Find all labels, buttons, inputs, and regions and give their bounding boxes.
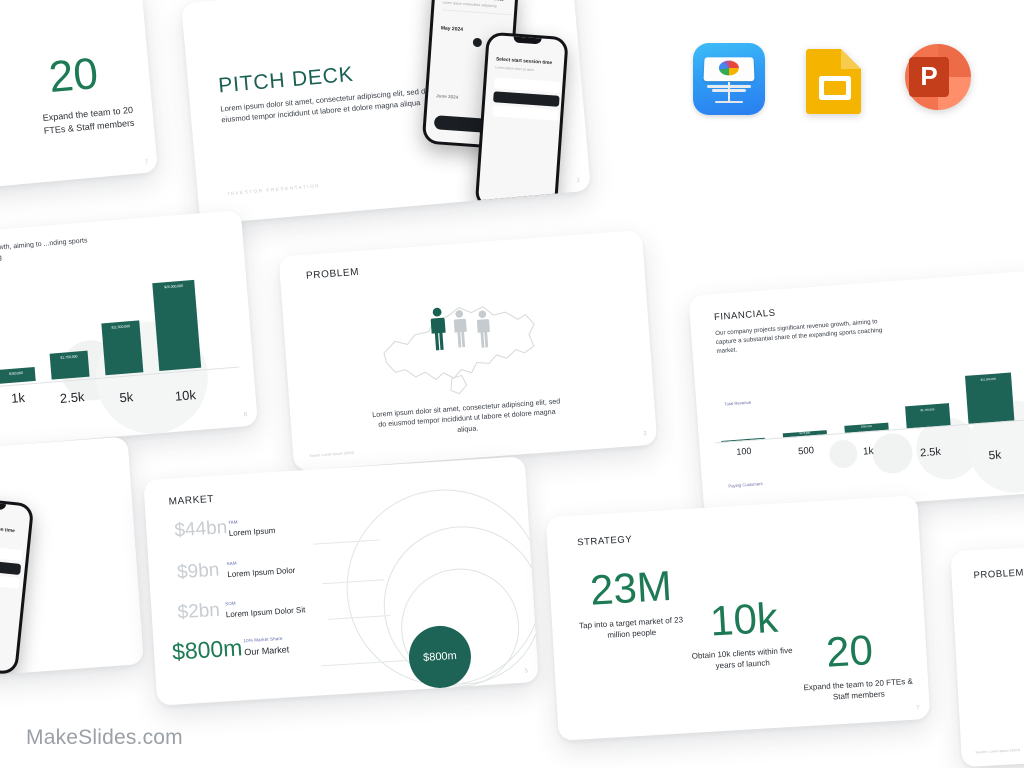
slide-title: FINANCIALS (713, 307, 776, 324)
market-tag-tam: TAM (227, 519, 238, 525)
bar-value-label: $11,500,000 (980, 376, 997, 382)
market-tag-our-market: 10% Market Share (243, 635, 283, 644)
page-number: 3 (643, 431, 647, 438)
slide-market[interactable]: MARKET $800m $44bn TAM Lorem Ipsum $9bn … (143, 456, 539, 706)
person-icon (452, 309, 469, 348)
person-icon-highlight (429, 307, 448, 352)
market-amount-our-market: $800m (171, 634, 244, 665)
bar: $1,750,000 (49, 350, 90, 380)
slide-source: Source: Lorem Ipsum (2024) (309, 450, 355, 458)
stat-caption-23m: Tap into a target market of 23 million p… (578, 615, 684, 640)
slide-title: STRATEGY (576, 534, 633, 549)
phone-time-sub: Lorem ipsum dolor sit amet (495, 65, 534, 72)
decoration-halo (871, 432, 914, 475)
apple-keynote-icon[interactable] (693, 43, 765, 115)
phone-time-title: Select start session time (495, 57, 553, 67)
bar-category-label: 5k (988, 447, 1002, 463)
stat-caption-20: Expand the team to 20 FTEs & Staff membe… (803, 676, 914, 702)
market-name-tam: Lorem Ipsum (228, 526, 276, 538)
bar: $25,000,000 (152, 279, 202, 371)
bar-chart-partial: $350,000 $1,750,000 $11,500,000 $25,000,… (0, 267, 233, 384)
slide-problem-right-partial[interactable]: PROBLEM Source: Lorem Ipsum (2024) (950, 534, 1024, 768)
phone-date-month-next: June 2024 (435, 93, 459, 100)
phone-time-option-selected[interactable] (493, 91, 560, 107)
google-slides-icon[interactable] (803, 46, 867, 114)
axis-label-x: Paying Customers (728, 481, 762, 489)
slide-strategy-partial[interactable]: k s within nch 20 Expand the team to 20 … (0, 0, 159, 196)
bar: $11,500,000 (101, 320, 144, 376)
svg-text:P: P (920, 61, 937, 91)
slide-problem[interactable]: PROBLEM (278, 229, 658, 472)
phone-time-title: Select start session time (0, 524, 15, 535)
stat-value-20: 20 (824, 626, 875, 676)
bar-category-label: 2.5k (919, 445, 942, 460)
page-number: 7 (916, 705, 920, 712)
phone-time-option[interactable] (0, 543, 23, 562)
bar-category-label: 100 (736, 445, 752, 457)
stat-value-10k: 10k (708, 593, 780, 645)
page-number: 8 (243, 412, 248, 419)
bar-category-label: 2.5k (59, 389, 86, 406)
slide-financials[interactable]: FINANCIALS Our company projects signific… (688, 266, 1024, 518)
slide-title: PROBLEM (973, 567, 1024, 582)
slide-body: Lorem ipsum dolor sit amet, consectetur … (371, 396, 561, 434)
bar-value-label: $350,000 (860, 424, 872, 429)
bar-value-label: $11,500,000 (111, 324, 131, 330)
stat-caption-20: Expand the team to 20 FTEs & Staff membe… (42, 104, 135, 136)
slide-title: MARKET (168, 493, 215, 508)
bar: $11,500,000 (965, 372, 1015, 424)
phone-time-option[interactable] (492, 105, 559, 121)
phone-mockup-time: Select start session time Lorem ipsum do… (474, 31, 569, 213)
bar-category-label: 500 (797, 445, 815, 458)
bar-value-label: $350,000 (8, 370, 24, 377)
bar-category-label: 10k (174, 387, 197, 404)
stat-caption-10k: Obtain 10k clients within five years of … (691, 645, 793, 671)
slide-footer: INVESTOR PRESENTATION (227, 183, 321, 197)
slide-body-partial: ...ue growth, aiming to ...nding sports … (0, 237, 88, 264)
slide-strategy[interactable]: STRATEGY 23M Tap into a target market of… (545, 495, 931, 741)
bar-category-label: 5k (118, 389, 134, 406)
page-number-partial: 7 (144, 159, 149, 166)
axis-label-x-text: Paying Customers (728, 481, 763, 489)
slide-title-pitch-deck[interactable]: PITCH DECK Lorem ipsum dolor sit amet, c… (181, 0, 591, 225)
market-tag-som: SOM (225, 600, 236, 607)
market-name-sam: Lorem Ipsum Dolor (227, 565, 296, 580)
market-amount-sam: $9bn (176, 559, 221, 584)
market-name-som: Lorem Ipsum Dolor Sit (225, 605, 306, 620)
market-tag-sam: SAM (226, 560, 237, 567)
stat-value-23m: 23M (588, 561, 674, 614)
bar: $350,000 (0, 366, 36, 384)
phone-mockup-time: Select start session time Lorem ipsum do… (0, 495, 35, 676)
market-name-our-market: Our Market (243, 644, 290, 658)
bar-value-label: $1,750,000 (920, 407, 935, 413)
page-number: 1 (576, 177, 581, 184)
bar-value-label: $1,750,000 (60, 354, 78, 360)
phone-time-option[interactable] (494, 77, 561, 93)
slide-phone-mockups[interactable]: Select start session date Lorem ipsum co… (0, 436, 144, 684)
slide-financials-partial[interactable]: ...ue growth, aiming to ...nding sports … (0, 209, 259, 459)
bar-value-label: $25,000,000 (164, 283, 184, 290)
phone-date-month: May 2024 (440, 25, 464, 33)
decoration-halo (828, 439, 859, 470)
stat-value-20: 20 (46, 48, 101, 103)
bar-value-label: $175,000 (799, 430, 811, 435)
watermark: MakeSlides.com (26, 726, 183, 749)
person-icon (475, 309, 492, 348)
page-number: 5 (524, 668, 529, 675)
bar-category-label: 1k (862, 445, 874, 458)
market-amount-som: $2bn (177, 599, 221, 624)
market-amount-tam: $44bn (173, 517, 228, 542)
slide-title: PROBLEM (305, 266, 360, 282)
market-bubble-label: $800m (422, 649, 458, 664)
microsoft-powerpoint-icon[interactable]: P (903, 42, 973, 112)
slide-source: Source: Lorem Ipsum (2024) (975, 747, 1021, 755)
bar-value-label: $35,000 (738, 434, 748, 439)
bar-category-label: 1k (10, 389, 26, 406)
